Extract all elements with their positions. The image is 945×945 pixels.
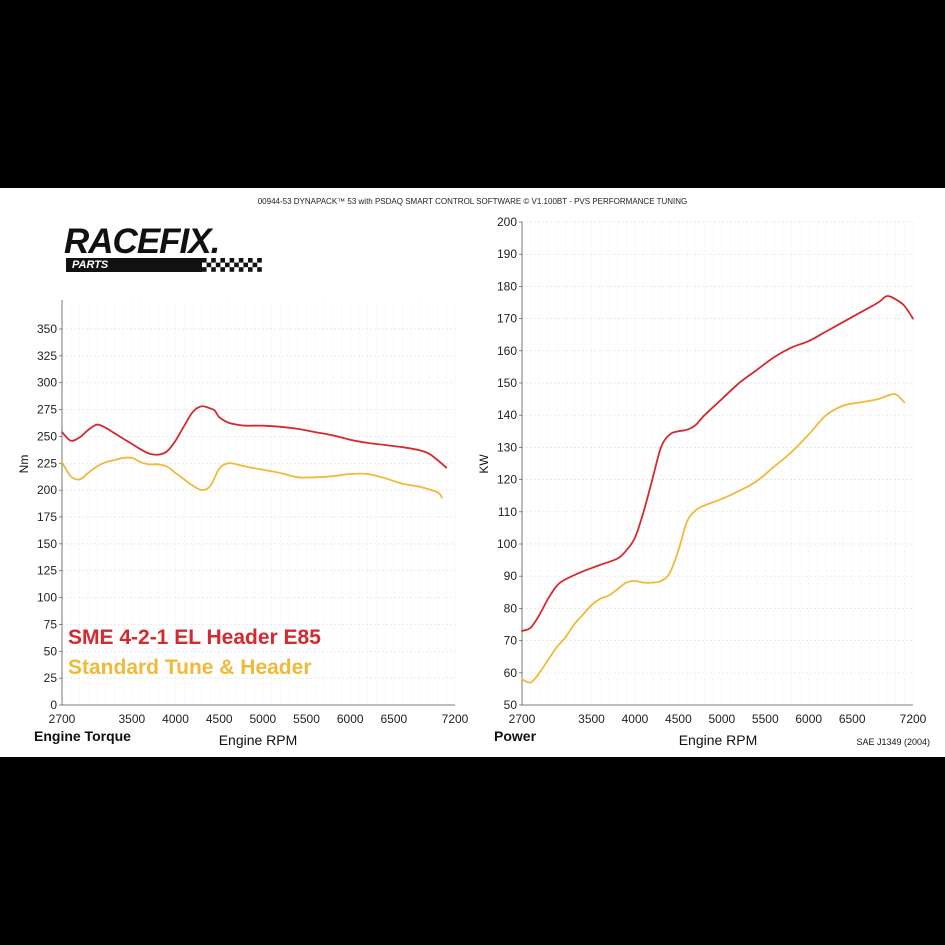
power-y-tick-label: 80 <box>504 601 518 615</box>
torque-y-tick-label: 25 <box>44 671 58 685</box>
power-series <box>521 295 914 684</box>
power-y-tick-label: 110 <box>498 505 517 519</box>
torque-y-tick-label: 0 <box>50 698 57 712</box>
logo-main-text: RACEFIX. <box>64 222 220 261</box>
power-y-tick-label: 160 <box>497 344 517 358</box>
power-chart: 50 60 70 80 90 100 110 120 130 140 150 160 170 180 190… <box>477 215 927 748</box>
flag-square <box>234 262 239 268</box>
torque-chart-title: Engine Torque <box>34 728 131 744</box>
power-y-tick-label: 130 <box>497 440 517 454</box>
power-x-tick-label: 4000 <box>622 712 649 726</box>
power-y-tick-label: 60 <box>504 666 518 680</box>
flag-square <box>248 267 253 272</box>
power-x-tick-label: 6000 <box>795 712 822 726</box>
flag-square <box>229 258 235 263</box>
torque-y-tick-label: 200 <box>37 483 57 497</box>
power-y-tick-label: 100 <box>497 537 517 551</box>
torque-y-tick-label: 325 <box>37 349 57 363</box>
torque-y-tick-label: 350 <box>37 322 57 336</box>
torque-x-tick-label: 6500 <box>381 712 408 726</box>
power-y-tick-label: 140 <box>497 408 517 422</box>
checkered-flag-icon <box>202 258 262 272</box>
flag-square <box>206 262 212 268</box>
power-x-tick-label: 7200 <box>900 712 927 726</box>
power-x-tick-label: 2700 <box>509 712 536 726</box>
torque-series <box>61 405 448 499</box>
power-y-tick-label: 170 <box>497 312 517 326</box>
flag-square <box>229 267 235 272</box>
torque-grid <box>61 300 456 706</box>
power-x-tick-label: 6500 <box>839 712 866 726</box>
power-y-axis-label: KW <box>477 454 491 474</box>
torque-y-tick-label: 275 <box>37 403 57 417</box>
torque-x-tick-label: 4500 <box>206 712 233 726</box>
flag-square <box>202 258 207 263</box>
torque-y-tick-label: 175 <box>37 510 57 524</box>
power-x-tick-label: 5000 <box>708 712 735 726</box>
power-x-tick-label: 5500 <box>752 712 779 726</box>
torque-x-tick-label: 4000 <box>162 712 189 726</box>
power-x-tick-label: 3500 <box>578 712 605 726</box>
torque-x-tick-label: 5500 <box>293 712 320 726</box>
power-y-tick-label: 120 <box>497 473 517 487</box>
torque-y-tick-label: 250 <box>37 429 57 443</box>
torque-series-line-0 <box>61 405 448 469</box>
power-y-tick-label: 150 <box>497 376 517 390</box>
torque-chart: 0 25 50 75 100 125 150 175 200 225 250 275 300 325 350… <box>17 300 469 748</box>
torque-x-tick-label: 2700 <box>49 712 76 726</box>
torque-y-axis-label: Nm <box>17 455 31 474</box>
power-grid <box>521 221 914 706</box>
power-y-tick-label: 200 <box>497 215 517 229</box>
legend-standard-tune: Standard Tune & Header <box>68 656 312 679</box>
logo-sub-text: PARTS <box>66 258 202 272</box>
flag-square <box>243 262 248 268</box>
power-y-tick-label: 190 <box>497 247 517 261</box>
power-y-tick-label: 70 <box>504 634 518 648</box>
power-series-line-1 <box>521 393 906 684</box>
flag-square <box>211 258 216 263</box>
torque-y-tick-label: 125 <box>37 564 57 578</box>
flag-square <box>220 258 225 263</box>
torque-x-tick-label: 5000 <box>250 712 277 726</box>
header-line: 00944-53 DYNAPACK™ 53 with PSDAQ SMART C… <box>257 197 688 206</box>
flag-square <box>238 267 244 272</box>
torque-x-tick-label: 6000 <box>337 712 364 726</box>
torque-y-tick-label: 150 <box>37 537 57 551</box>
sae-standard-note: SAE J1349 (2004) <box>856 737 930 747</box>
legend-sme-header: SME 4-2-1 EL Header E85 <box>68 626 321 649</box>
power-y-tick-label: 50 <box>504 698 518 712</box>
torque-series-line-1 <box>61 456 443 499</box>
power-x-tick-label: 4500 <box>665 712 692 726</box>
flag-square <box>257 267 262 272</box>
torque-x-tick-label: 7200 <box>442 712 469 726</box>
power-series-line-0 <box>521 295 914 632</box>
torque-x-tick-label: 3500 <box>119 712 146 726</box>
flag-square <box>202 267 207 272</box>
torque-x-axis-label: Engine RPM <box>219 732 298 748</box>
flag-square <box>220 267 225 272</box>
power-axes: 50 60 70 80 90 100 110 120 130 140 150 160 170 180 190… <box>497 215 927 726</box>
flag-square <box>257 258 262 263</box>
torque-y-tick-label: 75 <box>44 617 58 631</box>
flag-square <box>238 258 244 263</box>
flag-square <box>252 262 258 268</box>
torque-y-tick-label: 225 <box>37 456 57 470</box>
racefix-logo: RACEFIX. PARTS <box>64 222 269 274</box>
power-y-tick-label: 90 <box>504 569 518 583</box>
power-x-axis-label: Engine RPM <box>679 732 758 748</box>
power-chart-title: Power <box>494 728 537 744</box>
chart-panel <box>0 188 945 757</box>
flag-square <box>248 258 253 263</box>
torque-y-tick-label: 300 <box>37 376 57 390</box>
power-y-tick-label: 180 <box>497 279 517 293</box>
flag-square <box>211 267 216 272</box>
torque-axes: 0 25 50 75 100 125 150 175 200 225 250 275 300 325 350… <box>37 300 469 726</box>
flag-square <box>215 262 221 268</box>
torque-y-tick-label: 50 <box>44 644 58 658</box>
torque-y-tick-label: 100 <box>37 591 57 605</box>
flag-square <box>225 262 230 268</box>
